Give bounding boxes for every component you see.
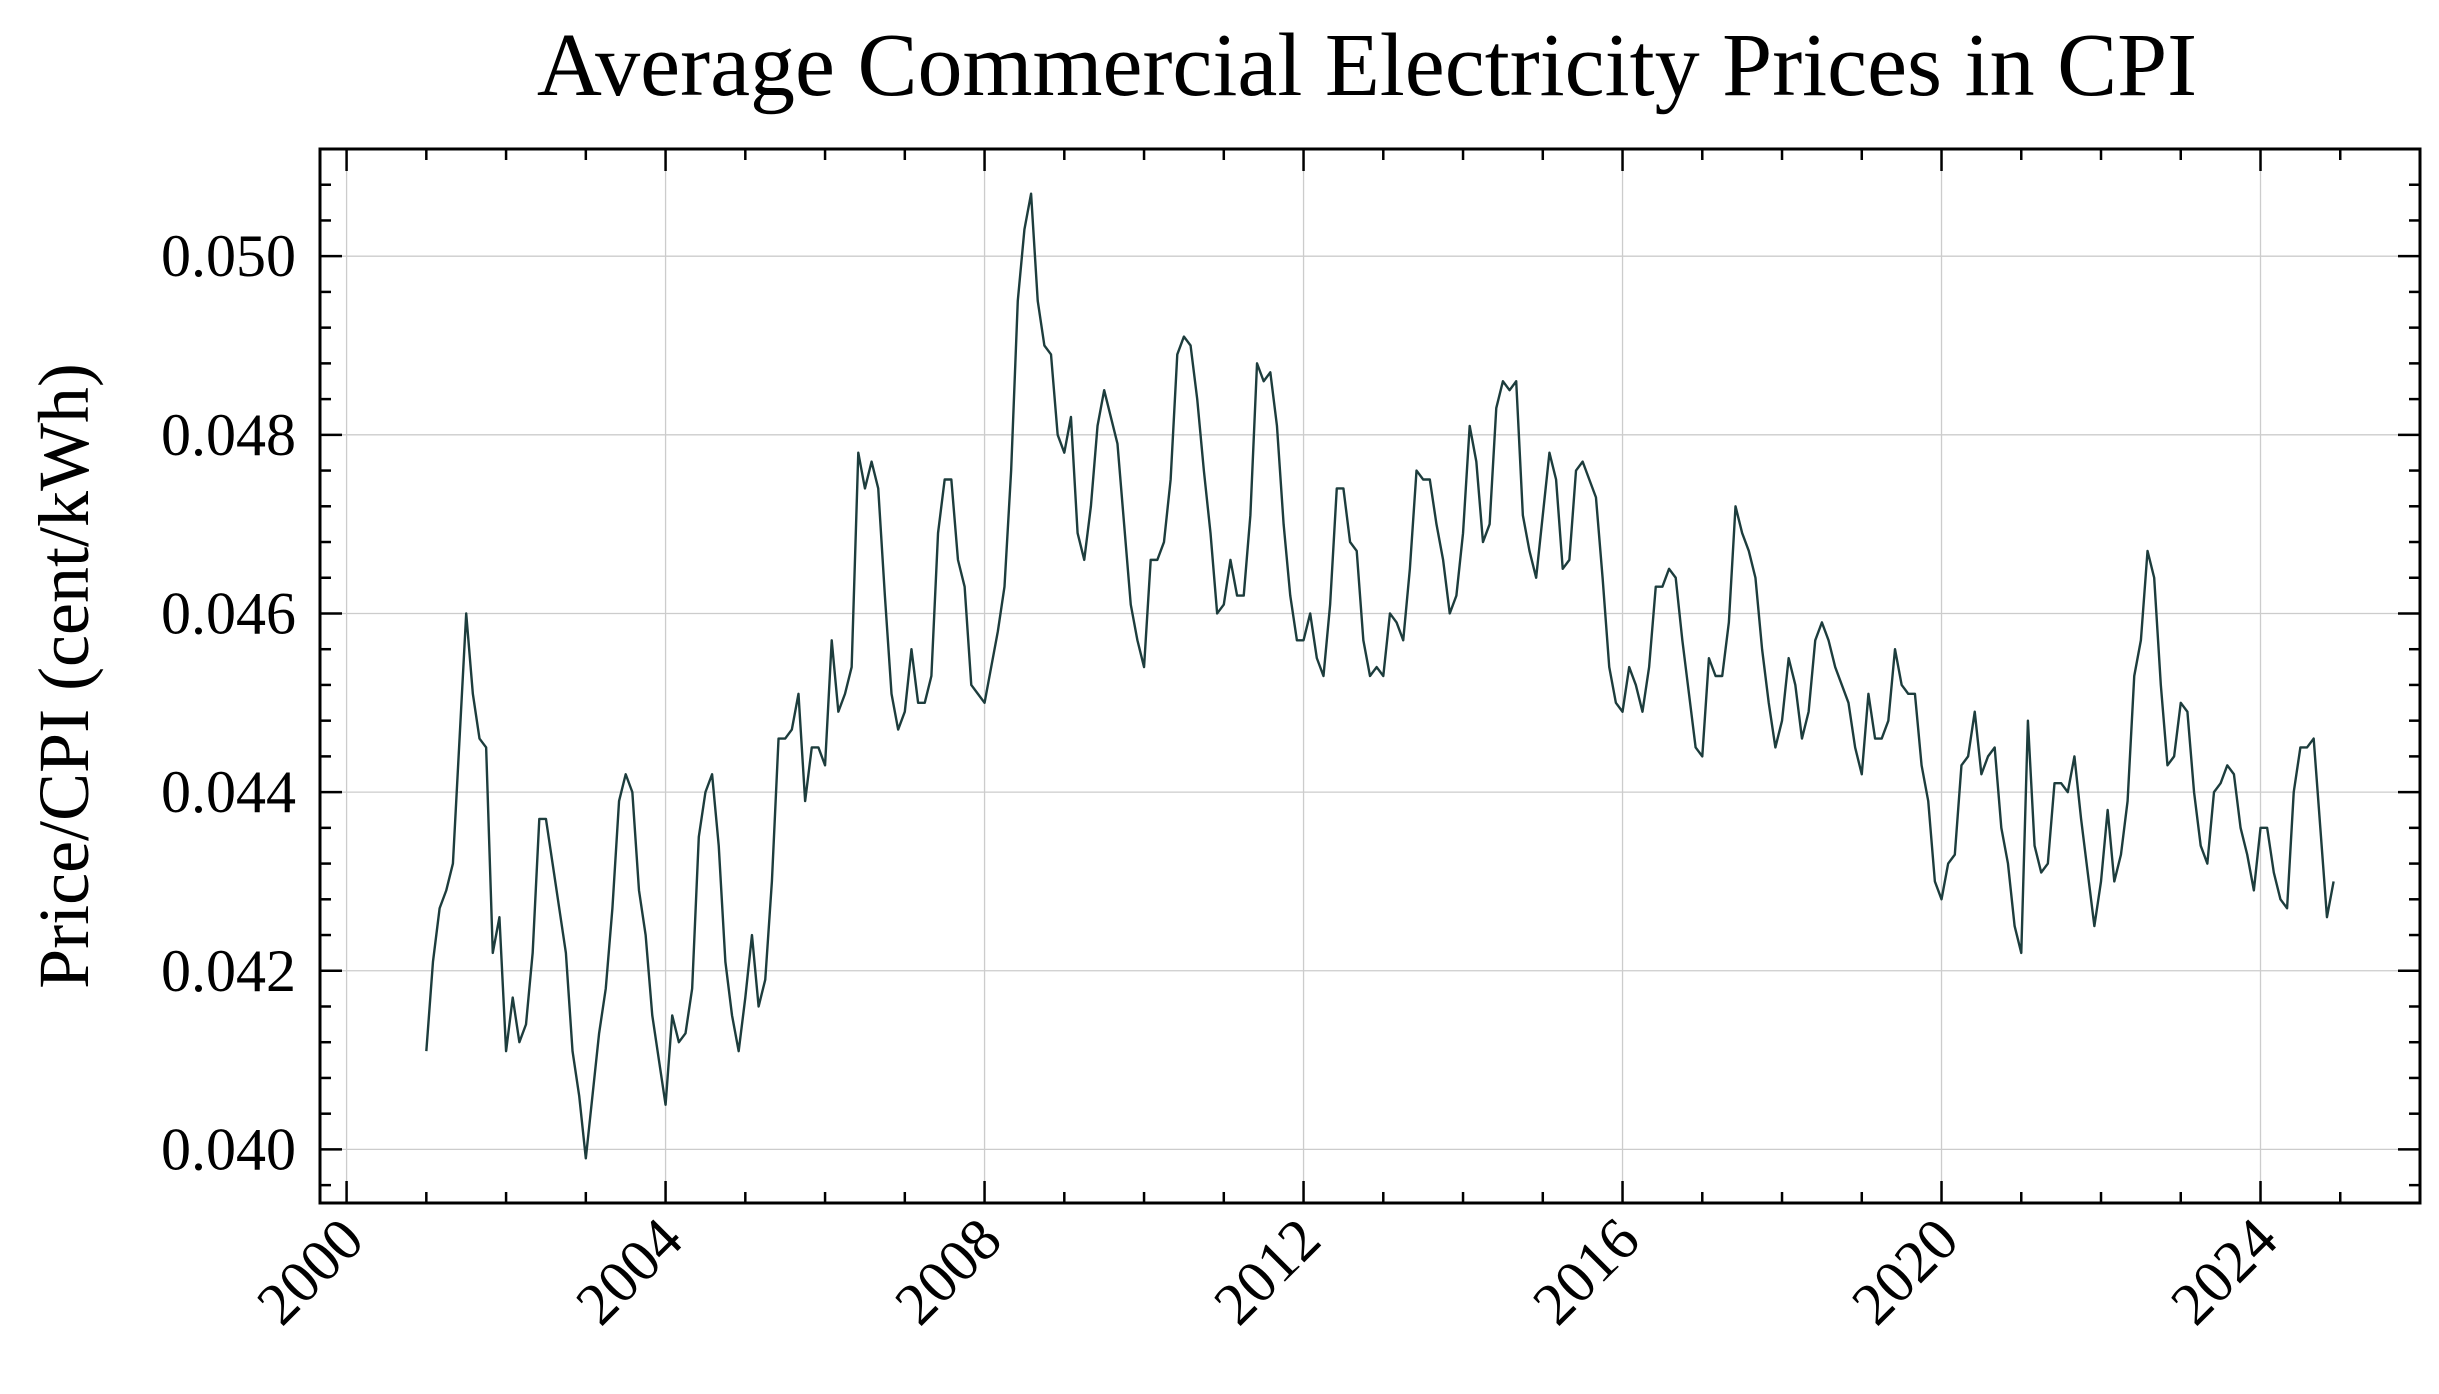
- price-cpi-line: [425, 192, 2335, 1160]
- y-axis-tick-labels: 0.040 0.042 0.044 0.046 0.048 0.050: [161, 223, 296, 1182]
- x-tick-label: 2016: [1520, 1206, 1652, 1338]
- major-ticks: [320, 149, 2420, 1203]
- x-tick-label: 2004: [563, 1206, 695, 1338]
- minor-ticks: [320, 147, 2422, 1203]
- y-tick-label: 0.040: [161, 1116, 296, 1182]
- x-tick-label: 2024: [2158, 1206, 2290, 1338]
- x-axis-tick-labels: 2000 2004 2008 2012 2016 2020 2024: [244, 1206, 2289, 1338]
- plot-frame: [318, 147, 2422, 1205]
- y-tick-label: 0.048: [161, 402, 296, 468]
- y-tick-label: 0.046: [161, 580, 296, 646]
- x-tick-label: 2000: [244, 1206, 376, 1338]
- chart-title: Average Commercial Electricity Prices in…: [537, 16, 2197, 115]
- y-axis-label: Price/CPI (cent/kWh): [24, 363, 104, 989]
- grid-lines: [320, 149, 2420, 1203]
- x-tick-label: 2008: [882, 1206, 1014, 1338]
- y-tick-label: 0.044: [161, 759, 296, 825]
- x-tick-label: 2020: [1839, 1206, 1971, 1338]
- y-tick-label: 0.042: [161, 938, 296, 1004]
- y-tick-label: 0.050: [161, 223, 296, 289]
- x-tick-label: 2012: [1201, 1206, 1333, 1338]
